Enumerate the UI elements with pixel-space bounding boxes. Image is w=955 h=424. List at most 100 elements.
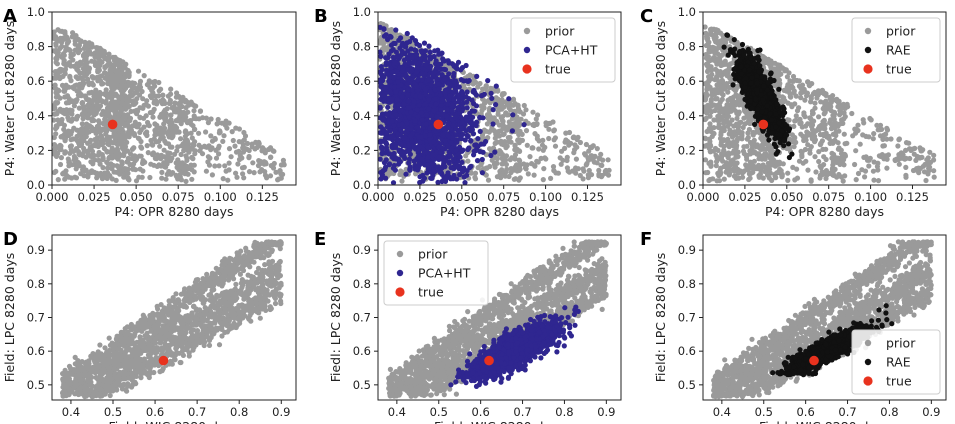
scatter-points [378, 21, 612, 185]
prior-point [85, 148, 91, 154]
posterior-point [488, 152, 494, 159]
prior-point [145, 150, 151, 156]
prior-point [150, 85, 156, 91]
prior-point [565, 168, 571, 174]
x-tick-label: 0.075 [487, 190, 520, 204]
prior-point [96, 118, 102, 124]
prior-point [170, 129, 176, 135]
prior-point [78, 93, 84, 99]
posterior-point [474, 158, 481, 164]
prior-point [548, 175, 554, 181]
posterior-point [380, 92, 386, 98]
prior-point [113, 99, 119, 105]
posterior-point [413, 83, 420, 90]
prior-point [531, 172, 537, 178]
prior-point [156, 93, 162, 99]
prior-point [208, 116, 214, 122]
posterior-point [399, 150, 405, 156]
prior-point [472, 176, 479, 182]
posterior-point [392, 60, 398, 66]
prior-point [101, 126, 107, 133]
posterior-point [379, 67, 385, 73]
prior-point [61, 52, 67, 59]
posterior-point [406, 114, 412, 120]
posterior-point [420, 172, 426, 178]
y-tick-label: 1.0 [353, 5, 371, 19]
prior-point [259, 167, 265, 173]
prior-point [480, 86, 486, 92]
prior-point [600, 157, 606, 163]
x-tick-label: 0.100 [204, 190, 237, 204]
prior-point [583, 141, 590, 148]
prior-point [551, 137, 557, 143]
prior-point [98, 98, 105, 104]
prior-point [62, 149, 68, 155]
prior-point [136, 174, 142, 180]
posterior-point [475, 143, 481, 149]
prior-point [74, 133, 80, 139]
prior-point [199, 151, 206, 157]
posterior-point [426, 165, 432, 171]
prior-point [73, 98, 79, 105]
posterior-point [427, 89, 433, 95]
prior-point [96, 124, 102, 130]
prior-point [506, 173, 512, 180]
x-tick-label: 0.125 [571, 190, 604, 204]
prior-point [125, 104, 131, 110]
prior-point [76, 160, 82, 166]
posterior-point [427, 125, 433, 131]
prior-point [236, 156, 243, 163]
prior-point [169, 105, 175, 111]
posterior-point [465, 146, 471, 153]
prior-point [264, 175, 270, 181]
prior-point [521, 102, 527, 109]
prior-point [193, 103, 199, 109]
prior-point [53, 100, 59, 106]
posterior-point [444, 107, 450, 113]
prior-point [57, 119, 63, 125]
posterior-point [474, 73, 480, 79]
posterior-point [402, 135, 408, 141]
posterior-point [509, 128, 515, 134]
posterior-point [485, 78, 491, 84]
prior-point [105, 165, 111, 171]
posterior-point [459, 119, 465, 125]
posterior-point [433, 58, 439, 64]
prior-point [216, 163, 222, 169]
posterior-point [479, 156, 485, 163]
prior-point [546, 135, 552, 142]
prior-point [514, 114, 520, 120]
prior-point [534, 158, 540, 164]
posterior-point [451, 63, 457, 69]
prior-point [509, 155, 515, 161]
prior-point [871, 131, 877, 137]
posterior-point [444, 113, 450, 119]
posterior-point [378, 156, 383, 162]
posterior-point [393, 27, 399, 33]
posterior-point [386, 151, 392, 157]
prior-point [491, 161, 497, 167]
prior-point [81, 134, 87, 141]
posterior-point [386, 78, 392, 84]
prior-point [89, 89, 95, 95]
prior-point [174, 148, 180, 154]
prior-point [168, 91, 174, 97]
posterior-point [384, 111, 390, 118]
prior-point [83, 124, 90, 130]
posterior-point [400, 65, 406, 71]
panel-label: B [314, 6, 328, 27]
prior-point [502, 173, 508, 179]
prior-point [132, 101, 138, 107]
posterior-point [437, 169, 443, 175]
posterior-point [406, 98, 412, 104]
prior-point [79, 83, 85, 89]
posterior-point [458, 125, 465, 131]
posterior-point [419, 48, 425, 54]
prior-point [165, 119, 171, 125]
prior-point [70, 30, 76, 36]
prior-point [116, 151, 122, 157]
prior-point [157, 129, 163, 135]
prior-point [590, 157, 596, 163]
posterior-point [442, 67, 449, 73]
posterior-point [427, 137, 433, 143]
